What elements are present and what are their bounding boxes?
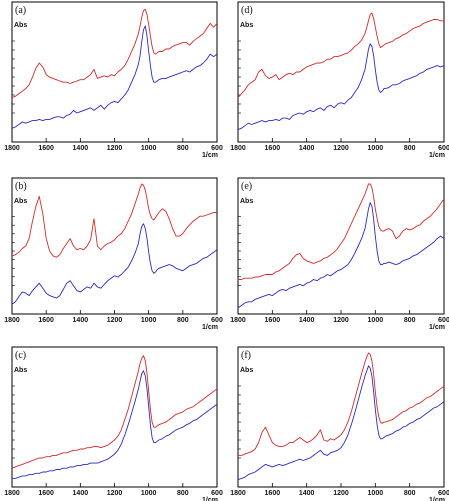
x-unit-label: 1/cm [429, 324, 445, 331]
y-axis-label: Abs [240, 22, 253, 29]
series-line-lower [237, 365, 445, 481]
x-tick-label: 1200 [333, 317, 349, 324]
panel-label: (f) [241, 350, 251, 361]
x-unit-label: 1/cm [429, 497, 445, 501]
panel-label: (d) [241, 5, 253, 16]
x-tick-label: 800 [404, 145, 416, 152]
series-line-lower [237, 202, 445, 309]
x-tick-label: 800 [177, 145, 189, 152]
series-line-upper [11, 183, 217, 258]
x-tick-label: 600 [438, 490, 449, 497]
x-tick-label: 1600 [38, 490, 54, 497]
x-tick-label: 600 [211, 145, 223, 152]
x-tick-label: 1200 [333, 490, 349, 497]
x-unit-label: 1/cm [202, 497, 218, 501]
x-tick-label: 800 [177, 317, 189, 324]
plot-frame [11, 177, 218, 315]
panel-label: (e) [241, 181, 252, 192]
x-tick-label: 1000 [368, 490, 384, 497]
x-unit-label: 1/cm [429, 152, 445, 159]
x-tick-label: 1400 [73, 317, 89, 324]
x-tick-label: 1400 [299, 490, 315, 497]
x-unit-label: 1/cm [202, 152, 218, 159]
panel-label: (a) [15, 5, 26, 16]
x-tick-label: 1800 [4, 145, 20, 152]
y-axis-label: Abs [240, 367, 253, 374]
series-line-upper [238, 352, 445, 456]
x-tick-label: 800 [404, 317, 416, 324]
x-tick-label: 1000 [141, 145, 157, 152]
x-tick-label: 800 [404, 490, 416, 497]
x-tick-label: 1200 [107, 317, 123, 324]
x-tick-label: 1600 [265, 317, 281, 324]
x-tick-label: 1600 [265, 145, 281, 152]
panel-label: (b) [15, 181, 27, 192]
x-tick-label: 1600 [38, 145, 54, 152]
x-tick-label: 1800 [230, 317, 246, 324]
series-line-upper [11, 8, 218, 99]
x-tick-label: 1800 [4, 317, 20, 324]
plot-frame [237, 177, 445, 315]
series-line-upper [11, 355, 218, 469]
plot-frame [11, 346, 218, 488]
x-tick-label: 600 [438, 317, 449, 324]
x-tick-label: 1200 [107, 145, 123, 152]
y-axis-label: Abs [14, 367, 27, 374]
x-tick-label: 800 [177, 490, 189, 497]
x-tick-label: 1200 [333, 145, 349, 152]
x-tick-label: 1000 [141, 317, 157, 324]
series-line-upper [237, 12, 444, 98]
x-tick-label: 1400 [73, 145, 89, 152]
series-line-lower [237, 43, 445, 131]
x-tick-label: 1400 [299, 145, 315, 152]
panel-label: (c) [15, 350, 26, 361]
x-tick-label: 1000 [141, 490, 157, 497]
x-tick-label: 1600 [265, 490, 281, 497]
x-tick-label: 1000 [368, 317, 384, 324]
x-tick-label: 1400 [73, 490, 89, 497]
x-tick-label: 600 [211, 490, 223, 497]
x-tick-label: 1600 [38, 317, 54, 324]
series-line-lower [11, 223, 218, 305]
x-tick-label: 600 [211, 317, 223, 324]
x-tick-label: 1800 [230, 490, 246, 497]
x-unit-label: 1/cm [202, 324, 218, 331]
series-line-upper [238, 183, 445, 280]
y-axis-label: Abs [240, 198, 253, 205]
x-tick-label: 600 [438, 145, 449, 152]
series-line-lower [12, 370, 218, 479]
series-line-lower [11, 25, 218, 129]
x-tick-label: 1200 [107, 490, 123, 497]
x-tick-label: 1400 [299, 317, 315, 324]
x-tick-label: 1800 [230, 145, 246, 152]
y-axis-label: Abs [14, 22, 27, 29]
y-axis-label: Abs [14, 198, 27, 205]
x-tick-label: 1000 [368, 145, 384, 152]
x-tick-label: 1800 [4, 490, 20, 497]
